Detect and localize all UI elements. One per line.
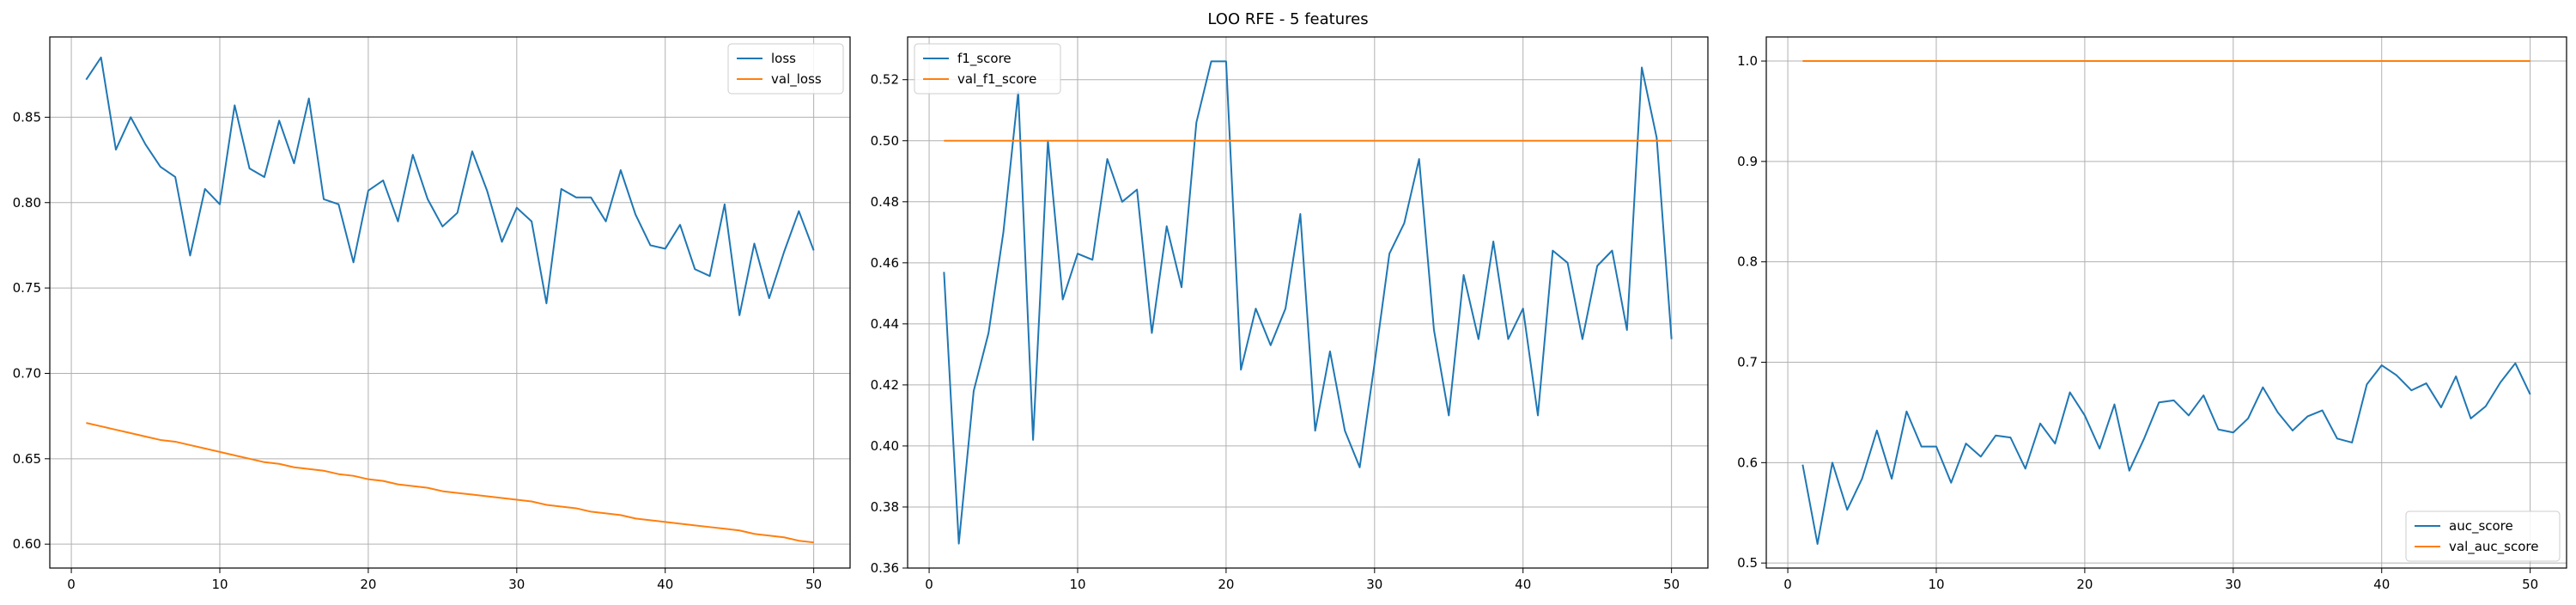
axes-frame xyxy=(1765,36,2567,569)
x-tick-label: 40 xyxy=(2373,577,2390,592)
legend: auc_score val_auc_score xyxy=(2405,510,2561,562)
y-tick-label: 0.7 xyxy=(1737,355,1758,370)
y-tick-label: 0.70 xyxy=(13,365,41,381)
x-tick-label: 40 xyxy=(657,577,673,592)
x-tick-label: 10 xyxy=(1928,577,1944,592)
y-tick-label: 0.9 xyxy=(1737,154,1758,169)
x-tick-label: 30 xyxy=(508,577,525,592)
legend-box xyxy=(914,43,1061,95)
y-tick-label: 0.38 xyxy=(871,499,899,515)
legend-box xyxy=(2405,510,2561,562)
x-tick-label: 30 xyxy=(1366,577,1382,592)
y-tick-label: 0.52 xyxy=(871,72,899,88)
y-tick-label: 0.50 xyxy=(871,133,899,149)
x-tick-label: 50 xyxy=(805,577,822,592)
y-tick-label: 0.65 xyxy=(13,451,41,467)
y-tick-label: 0.6 xyxy=(1737,455,1758,470)
legend: f1_score val_f1_score xyxy=(914,43,1061,95)
legend-box xyxy=(727,43,844,95)
y-tick-label: 0.60 xyxy=(13,536,41,552)
y-tick-label: 0.5 xyxy=(1737,555,1758,571)
series-line-f1_score xyxy=(943,60,1673,545)
series-line-val_loss xyxy=(86,422,814,544)
y-tick-label: 0.46 xyxy=(871,255,899,271)
series-line-loss xyxy=(85,56,815,316)
x-tick-label: 10 xyxy=(1069,577,1085,592)
series-line-auc_score xyxy=(1801,362,2531,545)
x-tick-label: 0 xyxy=(67,577,76,592)
x-tick-label: 30 xyxy=(2225,577,2241,592)
legend-label-val_f1_score: val_f1_score xyxy=(957,71,1036,88)
subplot-1: 0 10 20 30 40 50 0.60 0.65 0.70 0.75 0.80 0.85 loss v… xyxy=(13,36,851,592)
axes-frame xyxy=(907,36,1709,569)
x-tick-label: 10 xyxy=(211,577,228,592)
x-tick-label: 50 xyxy=(2522,577,2538,592)
legend-label-val_auc_score: val_auc_score xyxy=(2449,539,2539,555)
x-tick-label: 50 xyxy=(1663,577,1680,592)
y-tick-label: 1.0 xyxy=(1737,53,1758,69)
legend-label-f1_score: f1_score xyxy=(957,51,1012,67)
y-tick-label: 0.80 xyxy=(13,195,41,211)
legend-label-loss: loss xyxy=(771,51,796,66)
legend: loss val_loss xyxy=(727,43,844,95)
legend-label-val_loss: val_loss xyxy=(771,71,822,88)
y-tick-label: 0.85 xyxy=(13,109,41,125)
legend-label-auc_score: auc_score xyxy=(2449,518,2513,535)
x-tick-label: 0 xyxy=(1783,577,1792,592)
figure-title: LOO RFE - 5 features xyxy=(1207,10,1368,28)
y-tick-label: 0.8 xyxy=(1737,254,1758,270)
y-tick-label: 0.44 xyxy=(871,316,899,332)
subplot-3: 0 10 20 30 40 50 0.5 0.6 0.7 0.8 0.9 1.0 auc_scoreva… xyxy=(1737,36,2567,592)
x-tick-label: 20 xyxy=(1218,577,1234,592)
x-tick-label: 20 xyxy=(360,577,376,592)
y-tick-label: 0.36 xyxy=(871,560,899,576)
axes-frame xyxy=(49,36,851,569)
subplot-2: 0 10 20 30 40 50 0.36 0.38 0.40 0.42 0.44 0.46 0.48 0… xyxy=(871,36,1709,592)
y-tick-label: 0.40 xyxy=(871,438,899,454)
y-tick-label: 0.48 xyxy=(871,194,899,210)
y-tick-label: 0.75 xyxy=(13,280,41,296)
x-tick-label: 40 xyxy=(1515,577,1531,592)
x-tick-label: 20 xyxy=(2076,577,2093,592)
y-tick-label: 0.42 xyxy=(871,377,899,393)
x-tick-label: 0 xyxy=(925,577,933,592)
